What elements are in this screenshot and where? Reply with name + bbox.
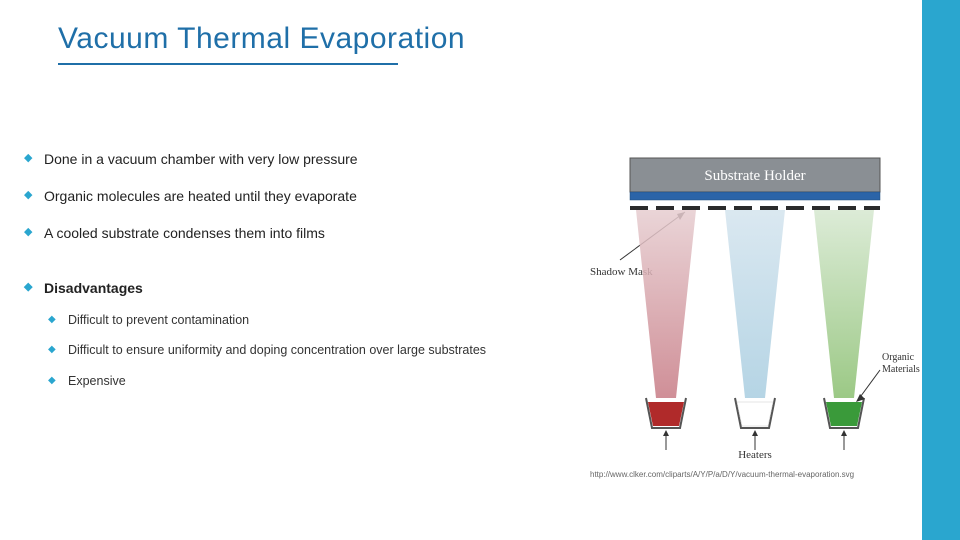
bullet-item-disadvantages: Disadvantages Difficult to prevent conta… (20, 279, 580, 391)
image-source-caption: http://www.clker.com/cliparts/A/Y/P/a/D/… (590, 470, 920, 479)
evaporation-diagram: Substrate Holder Shadow Mask (590, 150, 920, 460)
bullet-content: Done in a vacuum chamber with very low p… (20, 150, 580, 408)
sub-bullet-item: Difficult to ensure uniformity and dopin… (44, 342, 580, 359)
slide-title: Vacuum Thermal Evaporation (58, 22, 465, 56)
bullet-list: Done in a vacuum chamber with very low p… (20, 150, 580, 390)
accent-bar (922, 0, 960, 540)
sub-bullet-item: Expensive (44, 373, 580, 390)
diagram-svg: Substrate Holder Shadow Mask (590, 150, 920, 460)
bullet-item: A cooled substrate condenses them into f… (20, 224, 580, 243)
svg-text:Heaters: Heaters (738, 449, 772, 460)
sub-bullet-list: Difficult to prevent contamination Diffi… (44, 312, 580, 391)
svg-text:Materials Source: Materials Source (882, 364, 920, 375)
bullet-item: Organic molecules are heated until they … (20, 187, 580, 206)
bullet-item: Done in a vacuum chamber with very low p… (20, 150, 580, 169)
bullet-label: Disadvantages (44, 280, 143, 296)
svg-text:Substrate Holder: Substrate Holder (704, 168, 805, 184)
svg-text:Organic: Organic (882, 352, 915, 363)
slide: Vacuum Thermal Evaporation Done in a vac… (0, 0, 960, 540)
sub-bullet-item: Difficult to prevent contamination (44, 312, 580, 329)
title-underline (58, 63, 398, 65)
